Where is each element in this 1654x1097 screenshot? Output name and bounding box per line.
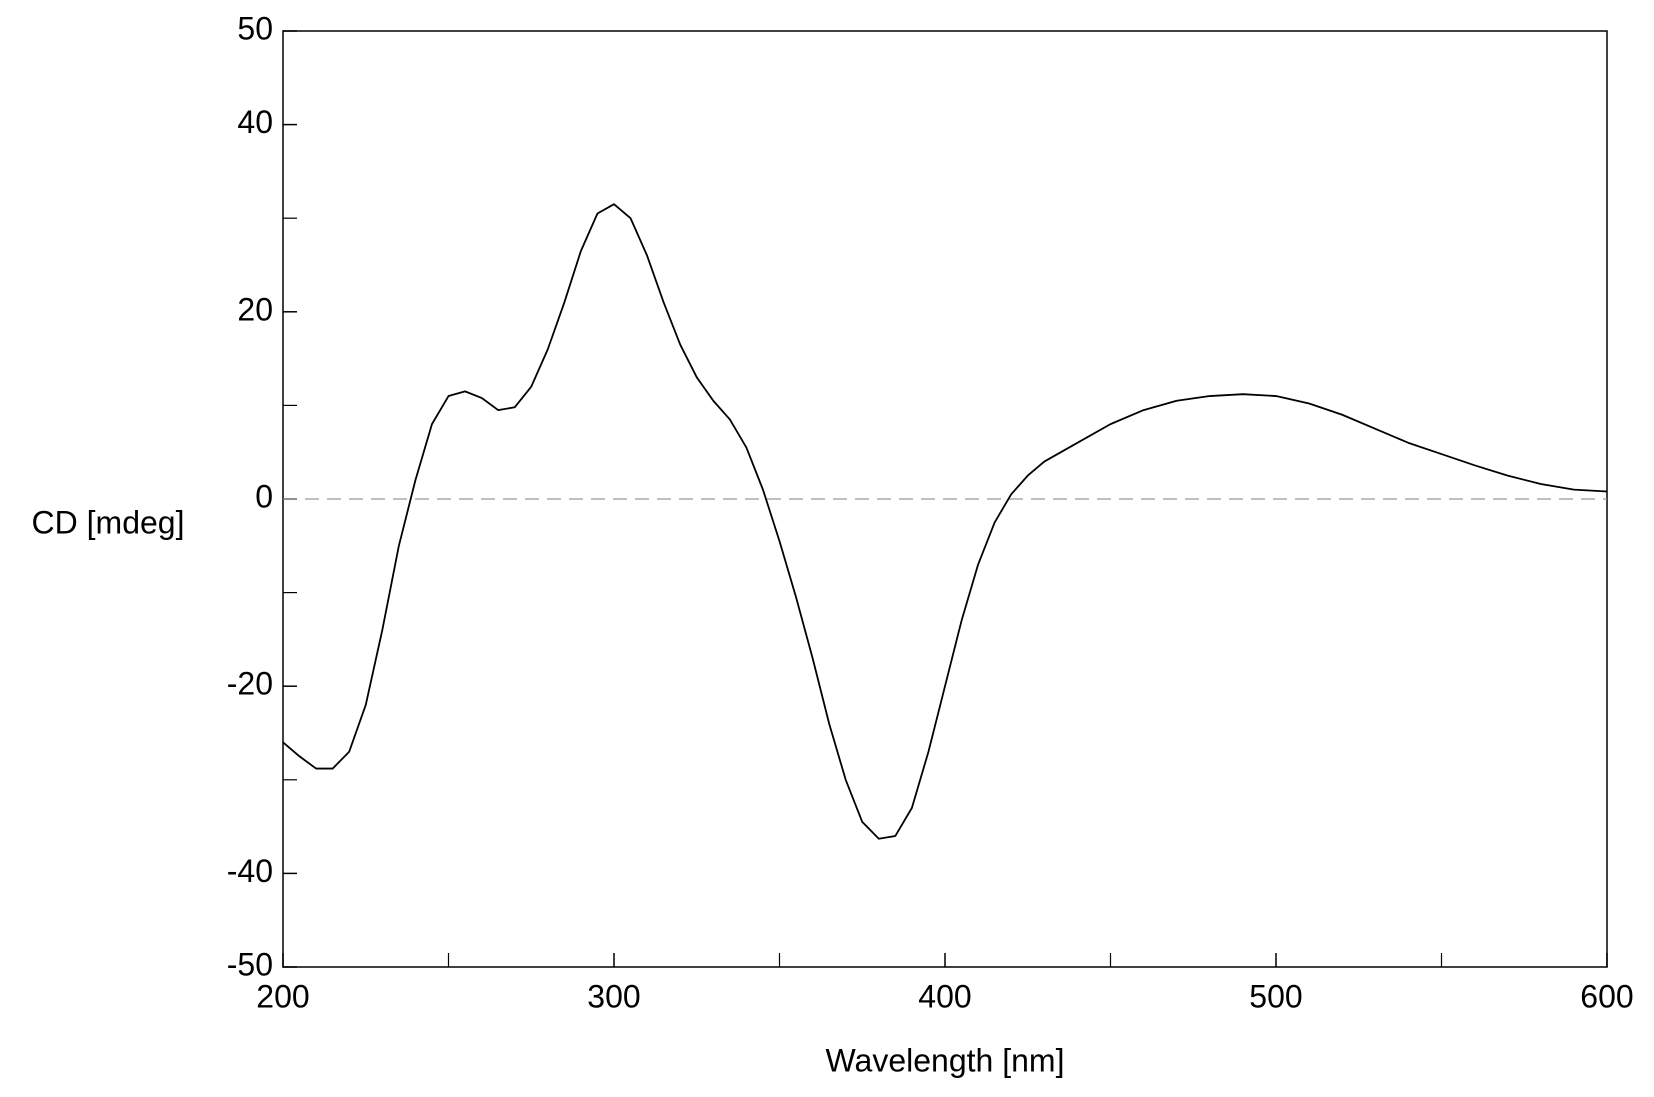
y-tick-label: 20	[237, 291, 273, 327]
y-tick-label: 40	[237, 104, 273, 140]
x-tick-label: 400	[918, 978, 971, 1014]
cd-curve	[282, 203, 1608, 840]
x-tick-label: 300	[587, 978, 640, 1014]
x-tick-label: 600	[1580, 978, 1633, 1014]
y-tick-label: 50	[237, 10, 273, 46]
y-tick-label: -40	[227, 853, 273, 889]
y-tick-label: 0	[255, 478, 273, 514]
y-tick-label: -50	[227, 946, 273, 982]
y-axis-label: CD [mdeg]	[32, 504, 185, 540]
y-tick-label: -20	[227, 666, 273, 702]
x-tick-label: 200	[256, 978, 309, 1014]
x-axis-label: Wavelength [nm]	[826, 1042, 1065, 1078]
x-tick-label: 500	[1249, 978, 1302, 1014]
